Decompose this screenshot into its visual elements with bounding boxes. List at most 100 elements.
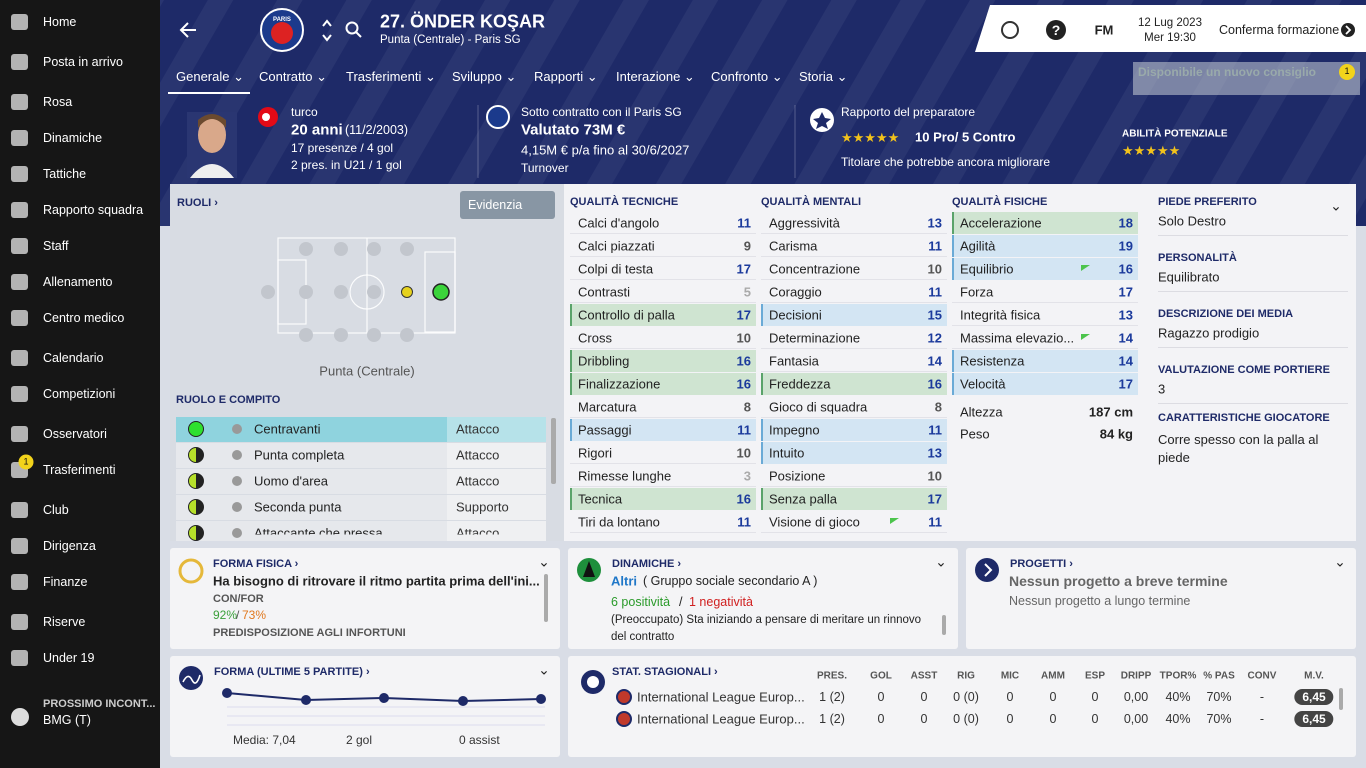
con-for-label: CON/FOR [213, 593, 264, 605]
nav-item[interactable]: Dinamiche [43, 131, 103, 145]
tab[interactable]: Interazione ⌄ [616, 69, 695, 84]
card-chevron[interactable]: ⌄ [935, 553, 947, 570]
tab[interactable]: Rapporti ⌄ [534, 69, 598, 84]
roles-title[interactable]: RUOLI › [177, 197, 218, 209]
nav-item[interactable]: Centro medico [43, 311, 125, 325]
competition[interactable]: International League Europ... [637, 711, 805, 727]
attribute-name: Calci piazzati [578, 238, 655, 254]
nav-item[interactable]: Posta in arrivo [43, 55, 123, 69]
nav-item[interactable]: Dirigenza [43, 539, 96, 553]
attribute-name: Massima elevazio... [960, 330, 1075, 346]
confirm-button[interactable]: Conferma formazione [1219, 23, 1340, 37]
role-duty[interactable]: Attacco [456, 473, 500, 489]
attribute-value: 13 [1118, 307, 1133, 323]
time: Mer 19:30 [1144, 32, 1196, 44]
appearances: 17 presenze / 4 gol [291, 141, 394, 155]
duty-box[interactable] [447, 469, 546, 494]
nav-item[interactable]: Home [43, 15, 77, 29]
attribute-name: Passaggi [578, 422, 632, 438]
stat-header: CONV [1247, 670, 1277, 682]
role-duty[interactable]: Attacco [456, 421, 500, 437]
attribute-name: Colpi di testa [578, 261, 654, 277]
attribute-value: 15 [927, 307, 942, 323]
nav-icon [11, 202, 28, 218]
rating: 6,45 [1294, 711, 1334, 727]
tab[interactable]: Trasferimenti ⌄ [346, 69, 436, 84]
detail-divider [1158, 291, 1348, 292]
attribute-name: Cross [578, 330, 612, 346]
nav-item[interactable]: Calendario [43, 351, 104, 365]
attribute-value: 8 [934, 399, 942, 415]
nav-item[interactable]: Osservatori [43, 427, 107, 441]
nav-item[interactable]: Under 19 [43, 651, 95, 665]
role-duty[interactable]: Attacco [456, 447, 500, 463]
card-title[interactable]: STAT. STAGIONALI › [612, 666, 718, 678]
detail-value: Corre spesso con la palla al piede [1158, 432, 1319, 465]
card-chevron[interactable]: ⌄ [538, 661, 550, 678]
tab[interactable]: Confronto ⌄ [711, 69, 783, 84]
duty-box[interactable] [447, 495, 546, 520]
nav-item[interactable]: Rapporto squadra [43, 203, 144, 217]
nav-item[interactable]: Competizioni [43, 387, 116, 401]
competition[interactable]: International League Europ... [637, 689, 805, 705]
tab[interactable]: Generale ⌄ [176, 69, 244, 84]
card-title[interactable]: DINAMICHE › [612, 558, 682, 570]
stat-header: MIC [1000, 670, 1020, 682]
attribute-row [761, 258, 947, 280]
attribute-value: 5 [743, 284, 751, 300]
nav-item[interactable]: Club [43, 503, 69, 517]
stat-header: AMM [1041, 670, 1065, 682]
attribute-value: 11 [928, 238, 942, 254]
age: 20 anni [291, 121, 343, 139]
role-name: Uomo d'area [254, 473, 329, 489]
nav-icon [11, 650, 28, 666]
attribute-name: Determinazione [769, 330, 861, 346]
nav-item[interactable]: Staff [43, 239, 69, 253]
duty-box[interactable] [447, 417, 546, 442]
card-title[interactable]: FORMA FISICA › [213, 558, 299, 570]
duty-box[interactable] [447, 443, 546, 468]
nav-item[interactable]: Trasferimenti [43, 463, 116, 477]
tab[interactable]: Storia ⌄ [799, 69, 848, 84]
stat-value: 0 [877, 690, 885, 704]
detail-value: Solo Destro [1158, 213, 1226, 229]
attribute-name: Intuito [769, 445, 805, 461]
card-title[interactable]: FORMA (ULTIME 5 PARTITE) › [214, 666, 370, 678]
nav-item[interactable]: Riserve [43, 615, 86, 629]
next-match[interactable]: BMG (T) [43, 713, 91, 727]
attribute-group-title: QUALITÀ MENTALI [761, 196, 862, 208]
nav-badge: 1 [18, 454, 34, 470]
role-duty[interactable]: Supporto [456, 499, 509, 515]
attribute-value: 17 [927, 491, 942, 507]
role-duty[interactable]: Attacco [456, 525, 500, 541]
nav-icon [11, 14, 28, 30]
nav-icon [11, 94, 28, 110]
nav-item[interactable]: Finanze [43, 575, 88, 589]
info-icon [232, 476, 242, 486]
attribute-value: 8 [743, 399, 751, 415]
filter[interactable]: Evidenzia [468, 198, 523, 212]
duty-box[interactable] [447, 521, 546, 541]
stat-header: M.V. [1304, 670, 1324, 682]
attribute-value: 10 [927, 261, 942, 277]
role-name: Punta completa [254, 447, 345, 463]
nav-item[interactable]: Tattiche [43, 167, 87, 181]
card-chevron[interactable]: ⌄ [538, 553, 550, 570]
card-chevron[interactable]: ⌄ [1334, 553, 1346, 570]
nav-item[interactable]: Allenamento [43, 275, 113, 289]
filter-box[interactable] [460, 191, 555, 219]
tab[interactable]: Contratto ⌄ [259, 69, 327, 84]
nav-item[interactable]: Rosa [43, 95, 73, 109]
tab[interactable]: Sviluppo ⌄ [452, 69, 517, 84]
panel-chevron[interactable]: ⌄ [1330, 197, 1342, 214]
dynamics-note: (Preoccupato) Sta iniziando a pensare di… [611, 614, 922, 643]
attribute-row [570, 212, 756, 234]
attribute-name: Integrità fisica [960, 307, 1041, 323]
contract: Sotto contratto con il Paris SG [521, 105, 682, 119]
stat-value: 0 [1049, 712, 1057, 726]
attribute-name: Senza palla [769, 491, 837, 507]
role-name: Attaccante che pressa [254, 525, 383, 541]
attribute-row [570, 488, 756, 510]
role-row[interactable] [176, 521, 546, 541]
card-title[interactable]: PROGETTI › [1010, 558, 1073, 570]
